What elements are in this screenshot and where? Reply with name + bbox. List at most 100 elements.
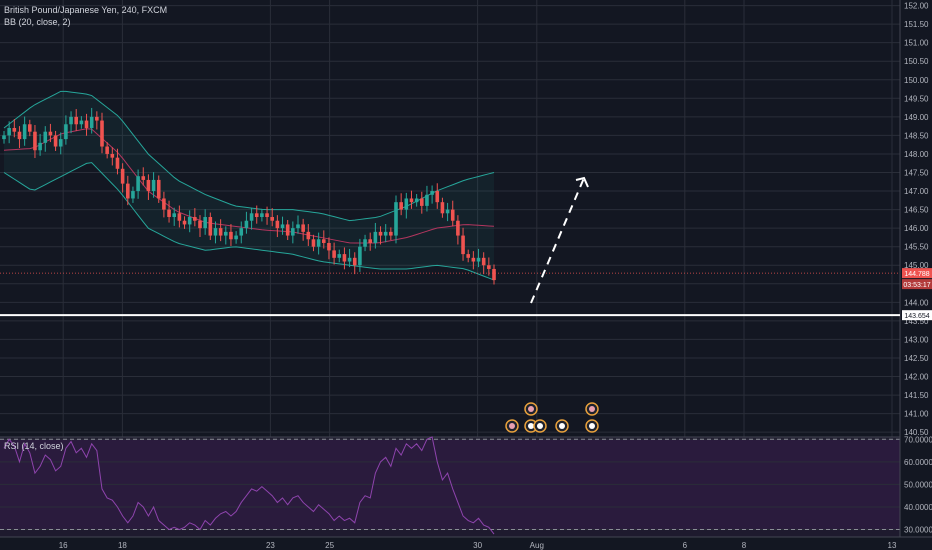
economic-event-icon-dot — [559, 423, 565, 429]
candle-body — [234, 235, 238, 240]
candle-body — [389, 231, 393, 236]
candle-body — [33, 131, 37, 151]
candle-body — [430, 191, 434, 195]
candle-body — [125, 183, 130, 199]
bollinger-legend[interactable]: BB (20, close, 2) — [4, 17, 71, 27]
candle-body — [311, 239, 316, 247]
candle-body — [471, 257, 476, 262]
candle-body — [445, 209, 450, 214]
candle-body — [352, 257, 357, 266]
price-axis-label: 143.50 — [904, 317, 929, 326]
price-axis-label: 150.50 — [904, 57, 929, 66]
candle-body — [394, 202, 398, 236]
candle-body — [321, 239, 326, 243]
price-axis-label: 145.50 — [904, 243, 929, 252]
candle-body — [43, 131, 48, 143]
price-axis-label: 142.50 — [904, 354, 929, 363]
price-axis-label: 151.00 — [904, 39, 929, 48]
candle-body — [440, 202, 445, 214]
price-axis-label: 147.00 — [904, 187, 929, 196]
price-axis-label: 140.50 — [904, 428, 929, 437]
price-axis-label: 148.00 — [904, 150, 929, 159]
candle-body — [265, 213, 269, 218]
support-price-label-box — [902, 310, 932, 321]
candle-body — [2, 135, 6, 140]
bollinger-upper-band — [3, 90, 495, 222]
candle-body — [363, 239, 367, 247]
candle-body — [327, 242, 331, 251]
candle-body — [193, 217, 197, 221]
economic-event-icon-dot — [528, 423, 534, 429]
economic-event-icon-dot — [528, 406, 534, 412]
candle-body — [22, 124, 27, 140]
rsi-axis-label: 50.0000 — [904, 480, 932, 489]
candle-body — [419, 198, 424, 206]
candle-body — [131, 191, 135, 199]
candle-body — [58, 139, 63, 147]
candle-body — [17, 131, 22, 140]
time-axis-label: Aug — [530, 541, 544, 550]
candle-body — [105, 146, 109, 154]
candle-body — [332, 250, 336, 258]
candle-body — [316, 239, 321, 247]
candle-body — [53, 135, 58, 147]
candle-body — [79, 120, 84, 125]
price-axis-label: 143.00 — [904, 335, 929, 344]
candle-body — [461, 235, 465, 255]
candle-body — [425, 194, 429, 206]
rsi-axis-label: 70.0000 — [904, 435, 932, 444]
time-axis-label: 6 — [683, 541, 688, 550]
price-axis-label: 141.50 — [904, 391, 929, 400]
price-axis-label: 144.00 — [904, 298, 929, 307]
candle-body — [481, 257, 486, 266]
price-axis-label: 152.00 — [904, 2, 929, 11]
bollinger-basis — [3, 128, 495, 244]
candle-body — [64, 124, 68, 140]
support-price-label: 143.654 — [904, 313, 929, 320]
candle-body — [27, 124, 32, 132]
candle-body — [337, 254, 342, 258]
price-axis-label: 141.00 — [904, 410, 929, 419]
candle-body — [347, 257, 352, 262]
price-axis-label: 145.00 — [904, 261, 929, 270]
candle-body — [141, 176, 146, 180]
time-axis-label: 18 — [118, 541, 127, 550]
symbol-legend[interactable]: British Pound/Japanese Yen, 240, FXCM — [4, 5, 168, 15]
candle-body — [383, 231, 388, 236]
countdown-label-box — [902, 279, 932, 290]
candle-body — [244, 220, 249, 229]
trend-arrow-head[interactable] — [575, 176, 589, 188]
economic-event-icon-dot — [589, 423, 595, 429]
economic-event-icon-dot — [509, 423, 515, 429]
candle-body — [399, 202, 403, 210]
candle-body — [456, 220, 460, 236]
candle-body — [162, 198, 166, 210]
rsi-axis-label: 40.0000 — [904, 503, 932, 512]
trend-arrow-shaft[interactable] — [530, 177, 585, 304]
current-price-label-box — [902, 268, 932, 279]
candle-body — [239, 228, 244, 236]
rsi-legend[interactable]: RSI (14, close) — [4, 441, 64, 451]
candle-body — [48, 131, 53, 136]
rsi-axis-label: 60.0000 — [904, 458, 932, 467]
candle-body — [342, 254, 347, 262]
candle-body — [146, 179, 151, 192]
candle-body — [296, 224, 300, 229]
candle-body — [223, 231, 228, 236]
bollinger-lower-band — [3, 162, 495, 281]
candle-body — [254, 213, 259, 218]
price-axis-label: 142.00 — [904, 373, 929, 382]
candle-body — [409, 198, 414, 203]
time-axis-label: 13 — [888, 541, 897, 550]
candle-body — [172, 213, 177, 218]
candle-body — [12, 127, 17, 132]
candle-body — [136, 176, 140, 192]
price-axis-label: 151.50 — [904, 20, 929, 29]
candle-body — [301, 224, 305, 232]
price-axis-label: 150.00 — [904, 76, 929, 85]
candle-body — [306, 231, 311, 240]
candle-body — [110, 153, 115, 158]
time-axis-label: 16 — [59, 541, 68, 550]
candle-body — [285, 224, 290, 236]
